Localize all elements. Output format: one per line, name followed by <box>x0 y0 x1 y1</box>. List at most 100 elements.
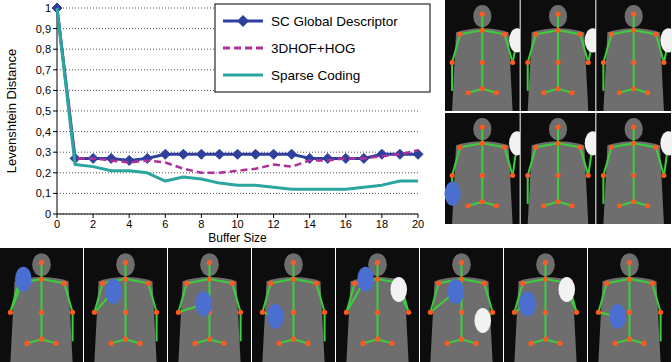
joint <box>541 203 546 208</box>
joint <box>436 281 441 286</box>
panel-bg <box>168 248 251 362</box>
skeleton-figure <box>521 0 601 111</box>
skeleton-figure <box>0 248 83 362</box>
joint <box>24 341 29 346</box>
y-tick <box>53 193 57 194</box>
joint <box>502 145 507 150</box>
joint <box>268 281 273 286</box>
marker <box>323 153 333 163</box>
joint <box>8 310 13 315</box>
joint <box>494 90 499 95</box>
joint <box>322 310 327 315</box>
bone <box>72 312 74 341</box>
bone <box>460 143 482 147</box>
joint <box>627 310 632 315</box>
joint <box>555 125 560 130</box>
y-tick <box>53 90 57 91</box>
panel-bg <box>445 113 520 224</box>
joint <box>100 281 105 286</box>
joint <box>207 277 212 282</box>
joint <box>466 203 471 208</box>
joint <box>601 60 606 65</box>
silhouette <box>528 28 589 111</box>
joint <box>207 260 212 265</box>
bone <box>558 30 580 34</box>
hand <box>267 304 284 329</box>
joint <box>609 32 614 37</box>
joint <box>555 60 560 65</box>
bone <box>603 34 611 62</box>
legend-box <box>215 4 430 92</box>
silhouette <box>603 141 664 224</box>
grid-line <box>57 193 418 194</box>
bone <box>462 279 485 283</box>
bone <box>460 30 482 34</box>
joint <box>555 12 560 17</box>
x-tick-label: 16 <box>340 218 352 230</box>
joint <box>512 310 517 315</box>
bone <box>41 279 43 312</box>
joint <box>494 203 499 208</box>
marker <box>124 155 134 165</box>
joint <box>661 173 666 178</box>
joint <box>510 173 515 178</box>
bone <box>536 143 558 147</box>
bone <box>603 147 611 175</box>
x-tick-label: 0 <box>54 218 60 230</box>
panel-bg <box>445 0 520 111</box>
joint <box>525 173 530 178</box>
y-tick <box>53 131 57 132</box>
joint <box>108 341 113 346</box>
joint <box>123 277 128 282</box>
panel-bg <box>336 248 419 362</box>
joint <box>543 277 548 282</box>
bone <box>602 63 604 91</box>
joint <box>555 141 560 146</box>
bone <box>209 312 211 339</box>
y-tick <box>53 69 57 70</box>
y-tick-label: 0,6 <box>36 84 51 96</box>
y-tick-label: 0,7 <box>36 64 51 76</box>
bone <box>187 279 210 283</box>
joint <box>604 281 609 286</box>
joint <box>291 277 296 282</box>
bone <box>42 279 65 283</box>
panel-bg <box>0 248 83 362</box>
x-axis-label: Buffer Size <box>208 231 267 245</box>
y-tick <box>53 214 57 215</box>
joint <box>406 310 411 315</box>
hand <box>195 292 212 317</box>
joint <box>653 32 658 37</box>
joint <box>543 260 548 265</box>
joint <box>645 203 650 208</box>
bone <box>634 30 656 34</box>
joint <box>375 260 380 265</box>
silhouette <box>603 28 664 111</box>
hand <box>609 304 626 329</box>
joint <box>555 173 560 178</box>
joint <box>557 341 562 346</box>
joint <box>631 12 636 17</box>
bone <box>482 143 504 147</box>
panel-bg <box>252 248 335 362</box>
joint <box>631 86 636 91</box>
panel-bg <box>596 0 671 111</box>
y-tick-label: 0,3 <box>36 146 51 158</box>
legend-swatch <box>223 74 263 77</box>
joint <box>123 260 128 265</box>
bone <box>660 312 662 341</box>
grid-line <box>57 172 418 173</box>
joint <box>291 310 296 315</box>
skeleton-figure <box>504 248 587 362</box>
joint <box>458 145 463 150</box>
marker <box>178 149 188 159</box>
joint <box>641 341 646 346</box>
joint <box>444 341 449 346</box>
joint <box>92 310 97 315</box>
joint <box>653 145 658 150</box>
joint <box>137 341 142 346</box>
grid-line <box>57 214 418 215</box>
bone <box>346 283 354 312</box>
bone <box>484 283 492 312</box>
joint <box>617 203 622 208</box>
